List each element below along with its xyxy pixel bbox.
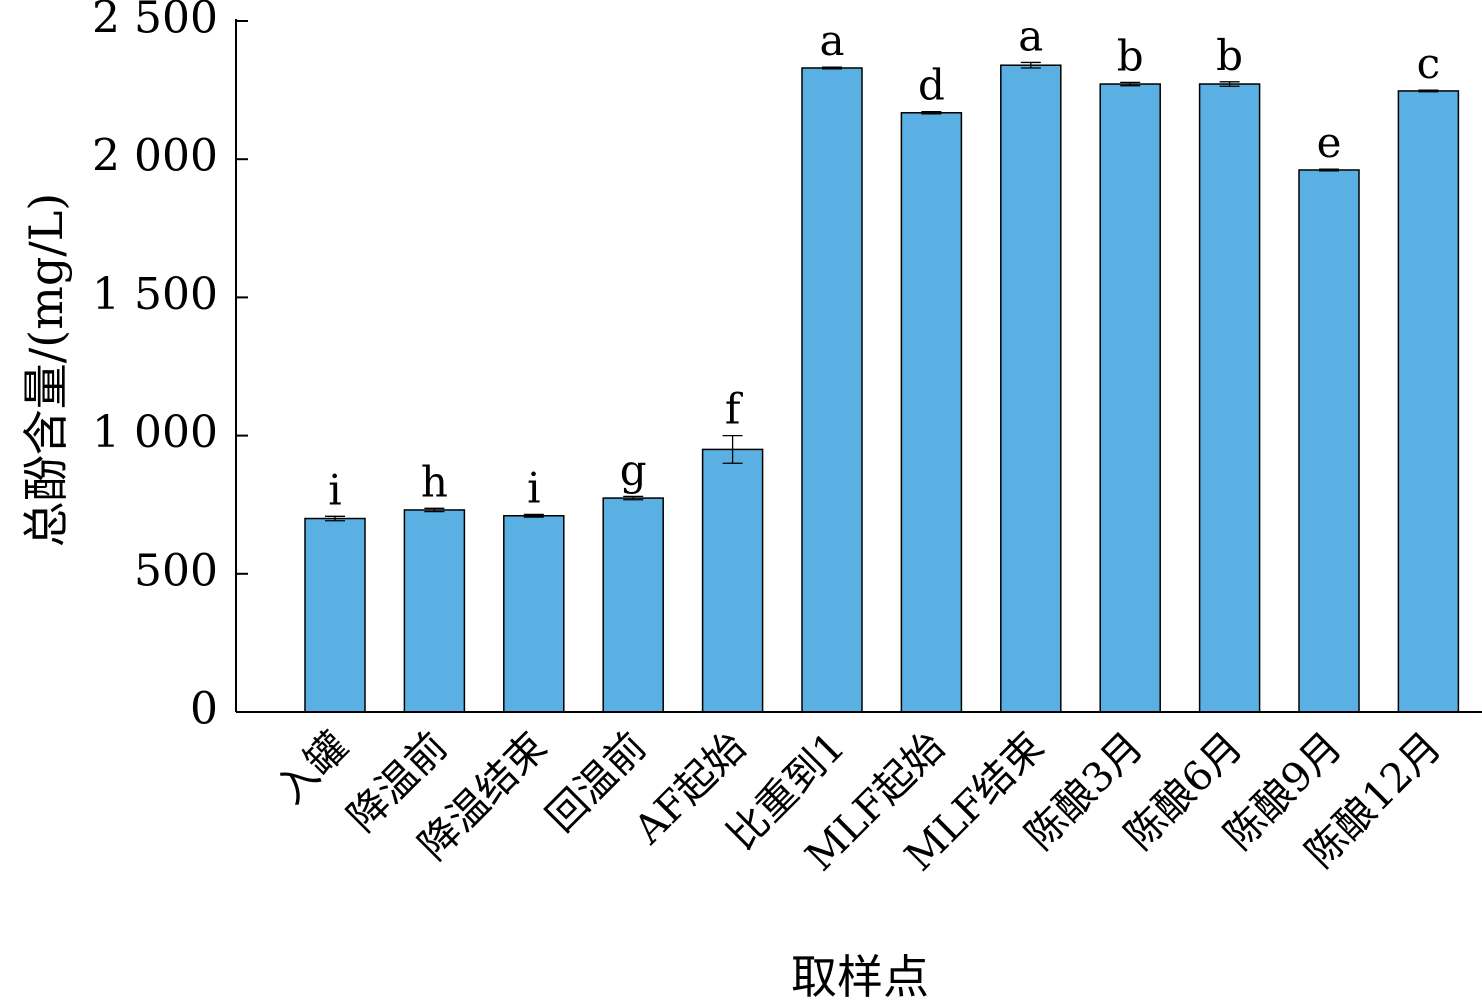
error-bar	[1120, 81, 1141, 87]
bar	[1397, 90, 1460, 713]
x-tick-label: 入罐	[268, 724, 357, 813]
y-axis-title: 总酚含量/(mg/L)	[19, 193, 73, 548]
bar	[503, 515, 565, 713]
bar	[304, 517, 366, 713]
significance-label: i	[328, 465, 341, 514]
error-bar	[1219, 81, 1240, 87]
bar	[1000, 64, 1062, 713]
significance-label: e	[1317, 118, 1342, 167]
bar	[1099, 83, 1161, 713]
error-bar	[722, 434, 743, 464]
bar	[900, 112, 963, 713]
axes-group: 入罐降温前降温结束回温前AF起始比重到1MLF起始MLF结束陈酿3月陈酿6月陈酿…	[92, 0, 1482, 880]
significance-label: h	[421, 457, 448, 506]
significance-label: f	[725, 385, 744, 434]
error-bar	[424, 507, 445, 513]
error-bar	[822, 66, 842, 70]
significance-label: b	[1117, 31, 1144, 80]
bar	[1298, 169, 1360, 713]
error-bar	[1319, 168, 1339, 172]
bar	[602, 497, 664, 713]
significance-label: a	[819, 16, 844, 65]
bar	[801, 67, 863, 713]
significance-label: a	[1018, 11, 1043, 60]
bar	[701, 448, 764, 713]
significance-label: g	[620, 445, 647, 494]
y-tick-label: 500	[134, 545, 218, 596]
error-bar	[325, 515, 345, 522]
y-tick-label: 1 000	[92, 407, 218, 458]
y-tick-label: 2 500	[92, 0, 218, 44]
x-axis-title: 取样点	[791, 950, 929, 1003]
significance-label: c	[1417, 39, 1441, 88]
error-bar	[921, 111, 942, 115]
bar	[1198, 83, 1261, 713]
y-tick-label: 2 000	[92, 131, 218, 182]
y-tick-label: 1 500	[92, 269, 218, 320]
significance-label: d	[918, 61, 945, 110]
significance-label: i	[527, 463, 540, 512]
error-bar	[1020, 61, 1041, 69]
bar	[403, 509, 466, 713]
y-tick-label: 0	[190, 684, 218, 735]
error-bar	[523, 513, 544, 518]
error-bar	[1418, 89, 1439, 93]
error-bar	[623, 495, 644, 501]
bars-group: i h i g f a d a b b e c	[304, 11, 1460, 713]
significance-label: b	[1216, 31, 1243, 80]
